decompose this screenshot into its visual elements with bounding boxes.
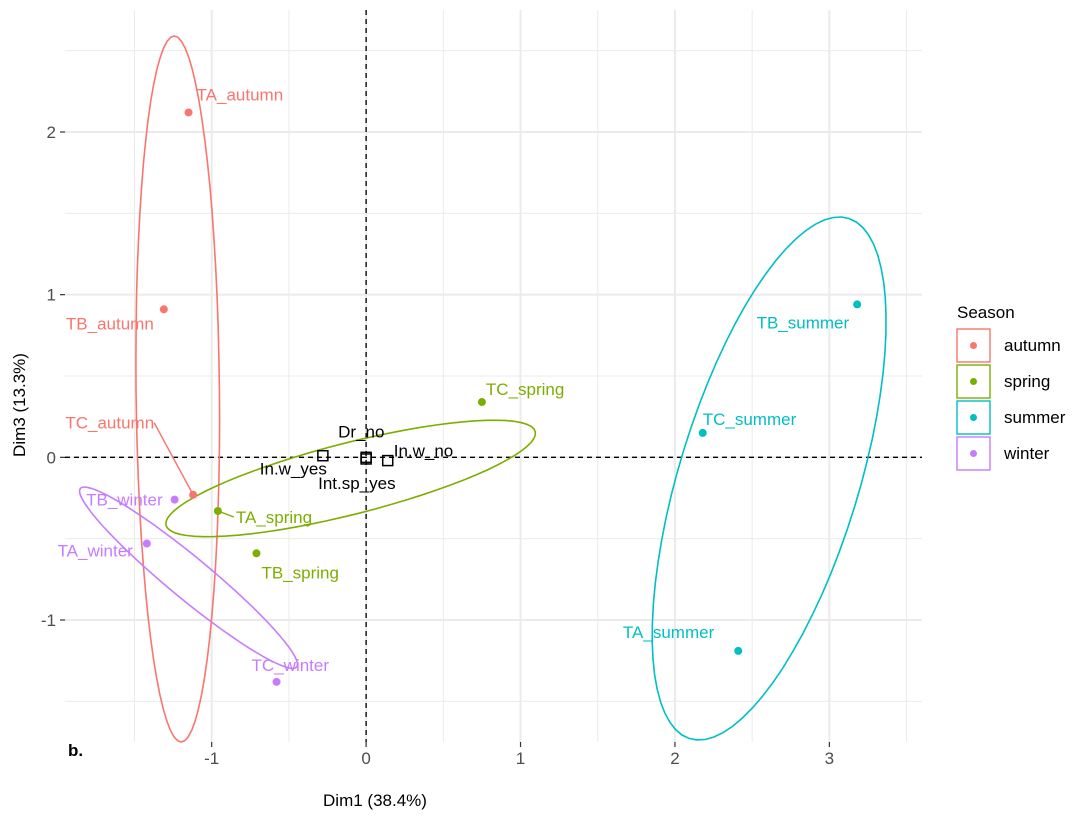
label-TA_winter: TA_winter bbox=[58, 542, 134, 561]
point-TA_spring bbox=[213, 507, 222, 516]
x-tick-label: 2 bbox=[670, 749, 679, 768]
label-Int.sp_yes: Int.sp_yes bbox=[318, 474, 396, 493]
panel-tag: b. bbox=[68, 741, 83, 760]
ellipse-winter bbox=[78, 486, 299, 670]
x-axis-title: Dim1 (38.4%) bbox=[323, 791, 427, 810]
ellipse-autumn bbox=[135, 35, 221, 743]
label-In.w_no: In.w_no bbox=[394, 442, 454, 461]
point-TC_spring bbox=[477, 398, 486, 407]
grid-major bbox=[65, 10, 922, 742]
label-TB_autumn: TB_autumn bbox=[66, 314, 154, 333]
label-TA_summer: TA_summer bbox=[623, 623, 715, 642]
label-TC_autumn: TC_autumn bbox=[65, 414, 154, 433]
point-TA_winter bbox=[142, 539, 151, 548]
legend-label-winter: winter bbox=[1003, 444, 1050, 463]
legend-label-spring: spring bbox=[1004, 372, 1050, 391]
y-tick-label: -1 bbox=[41, 611, 56, 630]
y-tick-label: 2 bbox=[47, 123, 56, 142]
ellipse-summer bbox=[651, 216, 887, 741]
point-TB_summer bbox=[853, 300, 862, 309]
label-TC_summer: TC_summer bbox=[703, 410, 797, 429]
legend-label-autumn: autumn bbox=[1004, 336, 1061, 355]
x-tick-label: 3 bbox=[825, 749, 834, 768]
x-tick-label: 0 bbox=[361, 749, 370, 768]
point-TB_autumn bbox=[159, 305, 168, 314]
label-TB_summer: TB_summer bbox=[757, 313, 850, 332]
point-TA_summer bbox=[734, 646, 743, 655]
supplementary-points bbox=[317, 449, 394, 467]
supp-point-Int.sp_yes bbox=[360, 453, 372, 465]
point-TB_spring bbox=[252, 549, 261, 558]
label-TA_autumn: TA_autumn bbox=[197, 85, 284, 104]
supp-point-In.w_yes bbox=[317, 449, 329, 462]
x-tick-label: 1 bbox=[516, 749, 525, 768]
point-TC_winter bbox=[272, 677, 281, 686]
label-TC_winter: TC_winter bbox=[252, 656, 330, 675]
y-axis-ticks: -1 0 1 2 bbox=[41, 123, 65, 630]
reference-lines bbox=[65, 10, 922, 742]
ellipse-spring bbox=[165, 419, 537, 538]
point-TA_autumn bbox=[184, 108, 193, 117]
legend-dot-winter bbox=[970, 450, 977, 457]
x-axis-ticks: -1 0 1 2 3 bbox=[204, 742, 834, 768]
concentration-ellipses bbox=[78, 35, 887, 743]
label-TB_spring: TB_spring bbox=[261, 563, 338, 582]
legend: Season autumn spring summer winter bbox=[956, 303, 1066, 471]
y-tick-label: 1 bbox=[47, 286, 56, 305]
label-TC_spring: TC_spring bbox=[486, 380, 564, 399]
label-TA_spring: TA_spring bbox=[236, 508, 312, 527]
label-TB_winter: TB_winter bbox=[86, 491, 163, 510]
point-TC_autumn bbox=[189, 490, 198, 499]
y-axis-title: Dim3 (13.3%) bbox=[10, 353, 29, 457]
point-TC_summer bbox=[698, 428, 707, 437]
legend-dot-spring bbox=[970, 378, 977, 385]
point-labels: TA_autumn TB_autumn TC_autumn TA_spring TB_s… bbox=[58, 85, 850, 674]
x-tick-label: -1 bbox=[204, 749, 219, 768]
point-TB_winter bbox=[170, 495, 179, 504]
supp-point-In.w_no bbox=[381, 454, 394, 467]
connector-TC_autumn bbox=[153, 422, 194, 496]
label-In.w_yes: In.w_yes bbox=[260, 460, 327, 479]
label-Dr_no: Dr_no bbox=[338, 422, 384, 441]
legend-title: Season bbox=[957, 303, 1015, 322]
legend-dot-summer bbox=[970, 414, 977, 421]
y-tick-label: 0 bbox=[47, 448, 56, 467]
legend-dot-autumn bbox=[970, 342, 977, 349]
individual-points bbox=[142, 108, 862, 686]
legend-label-summer: summer bbox=[1004, 408, 1066, 427]
